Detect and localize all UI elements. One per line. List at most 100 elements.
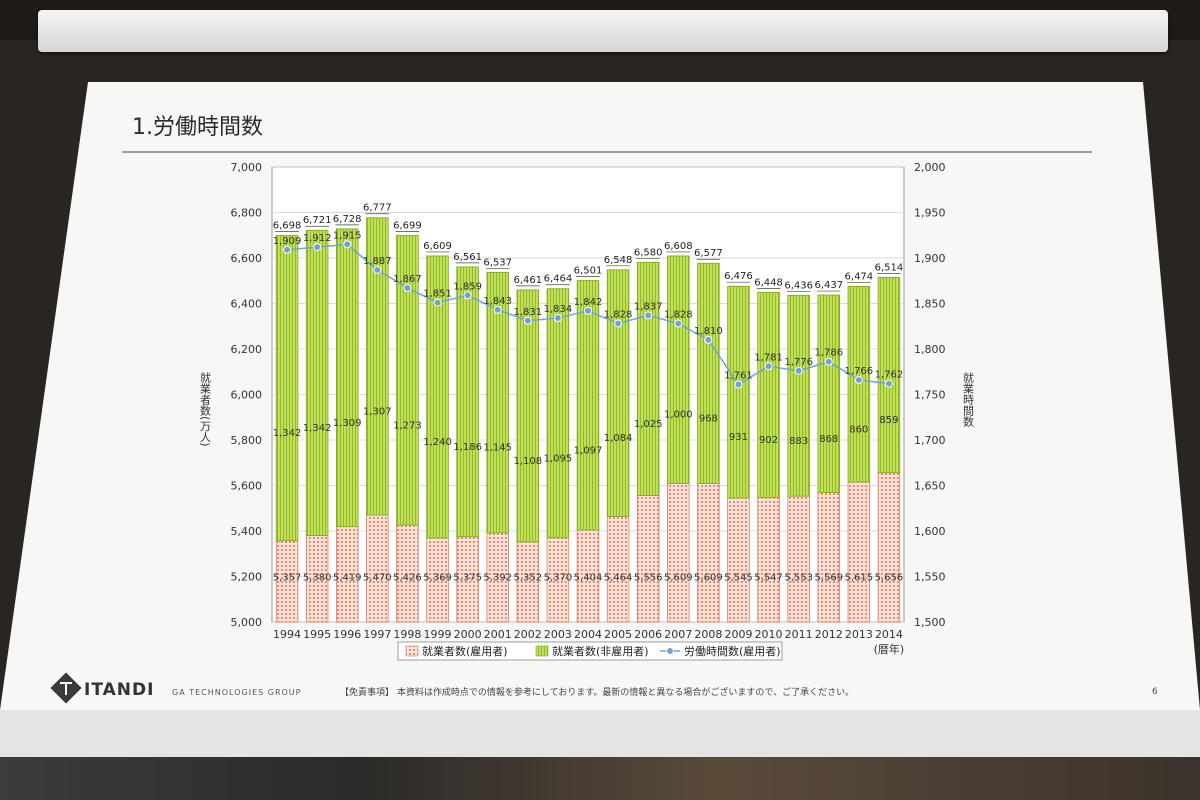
bar-non-employees-1994 bbox=[275, 235, 299, 542]
bar-employees-2005 bbox=[606, 516, 630, 623]
employees-label-2012: 5,569 bbox=[814, 573, 843, 584]
bar-employees-2010 bbox=[757, 497, 780, 623]
bar-employees-2008 bbox=[697, 483, 720, 623]
bar-non-employees-1996 bbox=[336, 228, 359, 528]
right-tick-label: 1,550 bbox=[914, 571, 946, 584]
hours-label-1999: 1,851 bbox=[423, 289, 452, 300]
x-tick-label-1994: 1994 bbox=[273, 628, 301, 641]
total-label-2013: 6,474 bbox=[845, 271, 874, 282]
x-tick-label-2008: 2008 bbox=[694, 628, 722, 641]
projector-screen: 1.労働時間数 5,000 5,200 5,400 5,600 5,800 6,000 6,… bbox=[0, 52, 1200, 757]
right-tick-label: 1,600 bbox=[914, 525, 946, 538]
hours-label-2011: 1,776 bbox=[784, 357, 813, 368]
employees-label-1995: 5,380 bbox=[303, 573, 332, 584]
total-label-2002: 6,461 bbox=[513, 275, 542, 286]
hours-point-2000 bbox=[463, 291, 472, 300]
employees-label-2001: 5,392 bbox=[483, 573, 512, 584]
bar-non-employees-2007 bbox=[667, 255, 690, 484]
x-tick-label-2009: 2009 bbox=[724, 628, 752, 641]
non-employees-label-2011: 883 bbox=[789, 436, 808, 447]
right-tick-label: 1,900 bbox=[914, 252, 946, 265]
left-tick-label: 6,000 bbox=[231, 389, 263, 402]
right-axis-label: 就業時間数 bbox=[962, 371, 975, 428]
hours-point-2008 bbox=[704, 335, 713, 344]
legend-swatch-non-employees bbox=[535, 645, 549, 657]
total-label-1999: 6,609 bbox=[423, 241, 452, 252]
non-employees-label-2008: 968 bbox=[699, 413, 718, 424]
slide-title: 1.労働時間数 bbox=[132, 115, 263, 140]
total-label-2014: 6,514 bbox=[875, 262, 904, 273]
non-employees-label-1997: 1,307 bbox=[363, 406, 392, 417]
hours-point-1995 bbox=[313, 243, 322, 252]
left-axis-label: 就業者数(万人) bbox=[199, 371, 212, 447]
right-tick-label: 1,950 bbox=[914, 207, 946, 220]
non-employees-label-1996: 1,309 bbox=[333, 418, 362, 429]
x-tick-label-2002: 2002 bbox=[514, 628, 542, 641]
hours-label-2013: 1,766 bbox=[845, 366, 874, 377]
hours-label-1995: 1,912 bbox=[303, 233, 332, 244]
brand-name: ITANDI bbox=[84, 680, 154, 700]
group-name: GA TECHNOLOGIES GROUP bbox=[172, 688, 301, 697]
left-tick-label: 5,600 bbox=[231, 480, 263, 493]
employees-label-1996: 5,419 bbox=[333, 573, 362, 584]
legend-label-hours: 労働時間数(雇用者) bbox=[684, 644, 781, 658]
total-label-2001: 6,537 bbox=[483, 257, 512, 268]
employees-label-2010: 5,547 bbox=[754, 573, 783, 584]
left-tick-label: 6,400 bbox=[231, 298, 263, 311]
bar-non-employees-2003 bbox=[546, 288, 570, 539]
hours-label-2007: 1,828 bbox=[664, 310, 693, 321]
bar-non-employees-2004 bbox=[576, 280, 600, 531]
slide-canvas: 1.労働時間数 5,000 5,200 5,400 5,600 5,800 6,000 6,… bbox=[0, 82, 1200, 757]
hours-label-2001: 1,843 bbox=[483, 296, 512, 307]
non-employees-label-2010: 902 bbox=[759, 435, 778, 446]
hours-point-2002 bbox=[523, 316, 532, 325]
total-label-1997: 6,777 bbox=[363, 203, 392, 214]
hours-label-2002: 1,831 bbox=[513, 307, 542, 318]
bar-non-employees-2012 bbox=[817, 294, 840, 493]
non-employees-label-2013: 860 bbox=[849, 424, 868, 435]
bar-non-employees-1998 bbox=[396, 235, 419, 526]
non-employees-label-2001: 1,145 bbox=[483, 443, 512, 454]
total-label-2006: 6,580 bbox=[634, 247, 663, 258]
total-label-2003: 6,464 bbox=[544, 274, 573, 285]
left-tick-label: 5,400 bbox=[231, 525, 263, 538]
hours-label-2012: 1,786 bbox=[814, 348, 843, 359]
hours-point-1994 bbox=[283, 245, 292, 254]
employees-label-2006: 5,556 bbox=[634, 573, 663, 584]
x-tick-label-1997: 1997 bbox=[363, 628, 391, 641]
employees-label-1997: 5,470 bbox=[363, 573, 392, 584]
left-tick-label: 5,800 bbox=[231, 434, 263, 447]
legend-label-non-employees: 就業者数(非雇用者) bbox=[552, 644, 649, 658]
total-label-2007: 6,608 bbox=[664, 241, 693, 252]
hours-label-1997: 1,887 bbox=[363, 256, 392, 267]
x-tick-label-2011: 2011 bbox=[785, 628, 813, 641]
x-tick-label-2003: 2003 bbox=[544, 628, 572, 641]
employees-label-1999: 5,369 bbox=[423, 573, 452, 584]
non-employees-label-1995: 1,342 bbox=[303, 423, 332, 434]
hours-label-2010: 1,781 bbox=[754, 352, 783, 363]
non-employees-label-2005: 1,084 bbox=[604, 433, 633, 444]
hours-point-2001 bbox=[493, 305, 502, 314]
bar-non-employees-2008 bbox=[697, 262, 720, 484]
non-employees-label-1999: 1,240 bbox=[423, 437, 452, 448]
x-tick-label-2010: 2010 bbox=[755, 628, 783, 641]
non-employees-label-2012: 868 bbox=[819, 434, 838, 445]
employees-label-2009: 5,545 bbox=[724, 573, 753, 584]
hours-point-1999 bbox=[433, 298, 442, 307]
hours-label-2014: 1,762 bbox=[875, 370, 904, 381]
left-tick-label: 5,200 bbox=[231, 571, 263, 584]
hours-point-2014 bbox=[884, 379, 893, 388]
right-tick-label: 1,500 bbox=[914, 616, 946, 629]
bar-non-employees-2010 bbox=[757, 291, 780, 498]
right-tick-label: 1,650 bbox=[914, 480, 946, 493]
bar-non-employees-2000 bbox=[456, 266, 479, 538]
screen-bottom-band bbox=[0, 710, 1200, 757]
employees-label-2005: 5,464 bbox=[604, 573, 633, 584]
total-label-1996: 6,728 bbox=[333, 214, 362, 225]
x-tick-label-2006: 2006 bbox=[634, 628, 662, 641]
non-employees-label-1998: 1,273 bbox=[393, 420, 422, 431]
x-tick-label-1996: 1996 bbox=[333, 628, 361, 641]
bar-employees-1997 bbox=[366, 514, 389, 623]
employees-label-2014: 5,656 bbox=[875, 573, 904, 584]
x-tick-label-2007: 2007 bbox=[664, 628, 692, 641]
